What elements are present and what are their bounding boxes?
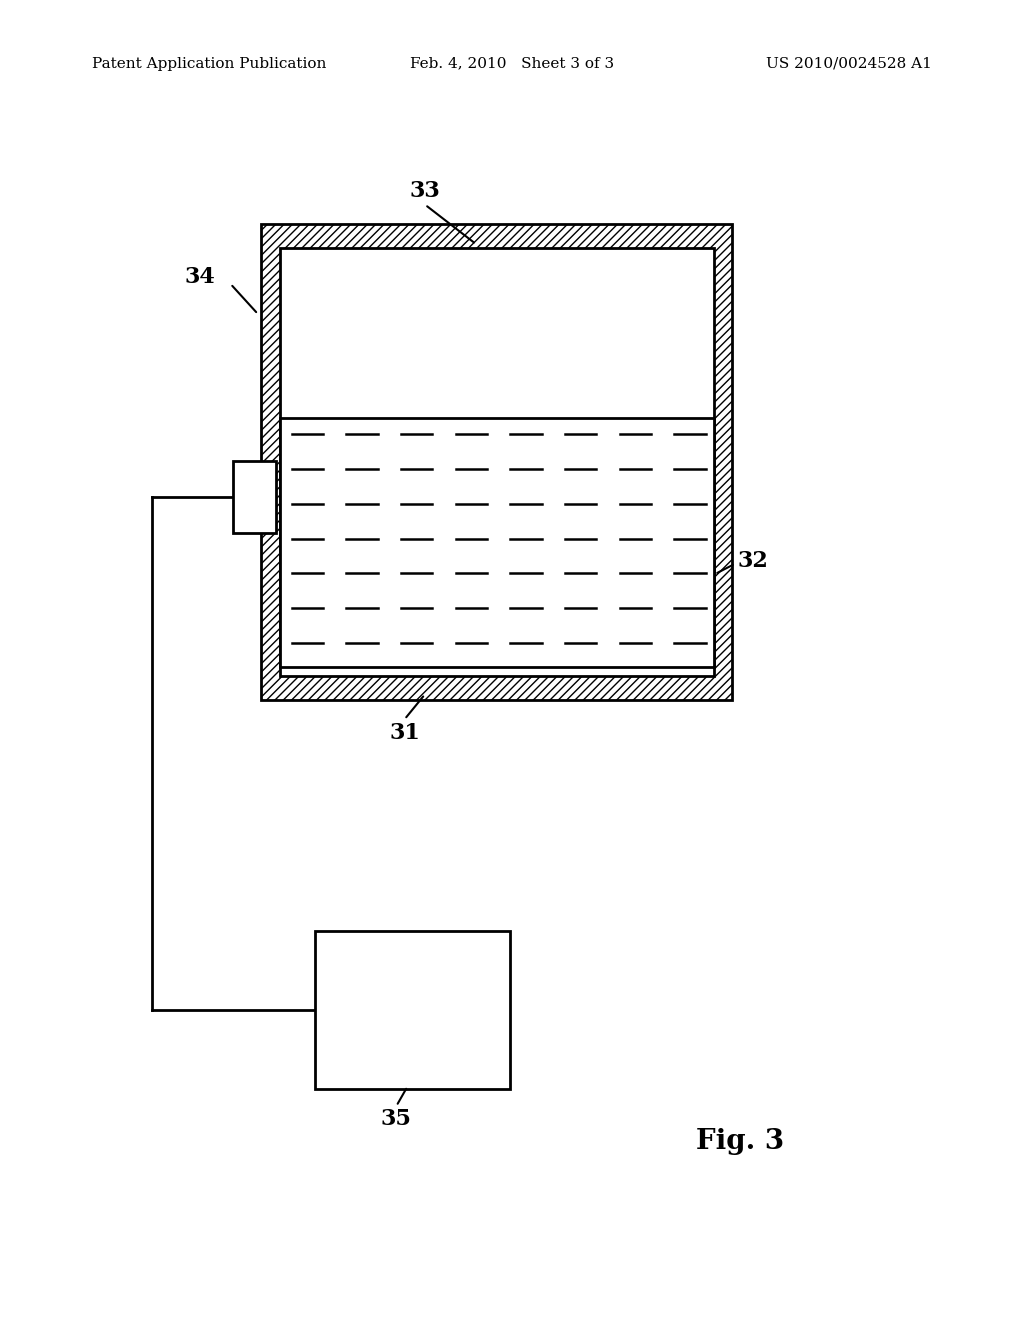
Text: Fig. 3: Fig. 3 <box>696 1129 784 1155</box>
Bar <box>280 248 714 676</box>
Text: 33: 33 <box>410 181 440 202</box>
Text: 32: 32 <box>737 550 768 572</box>
Text: 35: 35 <box>381 1109 412 1130</box>
Bar <box>280 418 714 667</box>
Text: 34: 34 <box>184 267 215 288</box>
Bar <box>280 248 714 676</box>
Text: Feb. 4, 2010   Sheet 3 of 3: Feb. 4, 2010 Sheet 3 of 3 <box>410 57 614 71</box>
Bar <box>315 931 510 1089</box>
Text: 31: 31 <box>389 722 420 743</box>
Bar <box>233 461 276 533</box>
Bar <box>261 224 732 700</box>
Text: Patent Application Publication: Patent Application Publication <box>92 57 327 71</box>
Text: US 2010/0024528 A1: US 2010/0024528 A1 <box>766 57 932 71</box>
